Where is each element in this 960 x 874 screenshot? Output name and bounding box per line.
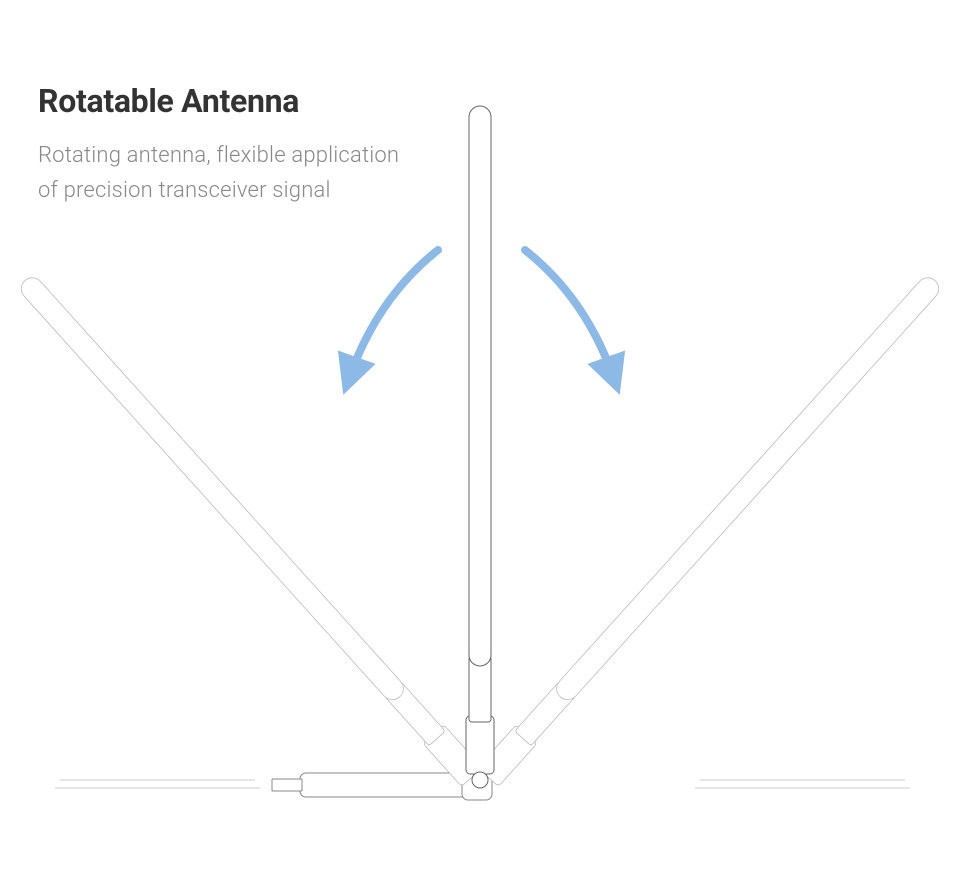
arrow-right-icon <box>525 250 613 376</box>
arrow-left-icon <box>350 250 438 376</box>
antenna-diagram <box>0 0 960 874</box>
antenna-right-icon <box>478 271 946 786</box>
antenna-left-icon <box>15 271 483 786</box>
antenna-center-icon <box>466 106 494 788</box>
